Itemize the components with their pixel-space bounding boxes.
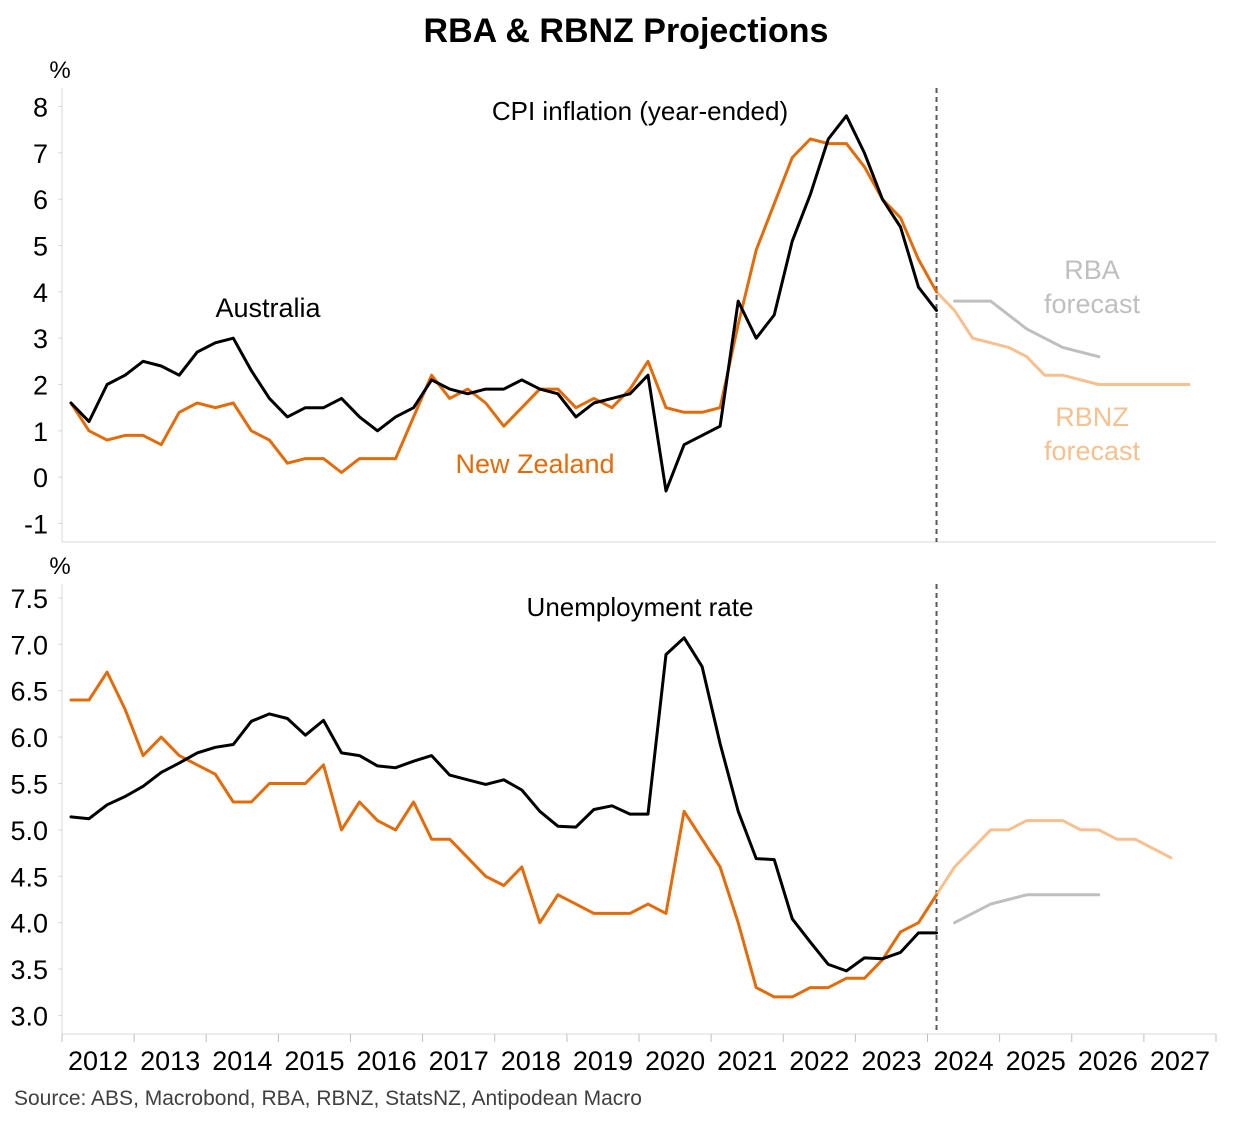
unemployment-panel: % 3.0 3.5 4.0 4.5 5.0 5.5 6.0 6.5 7.0 7.5 Unemplo… bbox=[10, 553, 1173, 1034]
chart-title: RBA & RBNZ Projections bbox=[424, 12, 829, 50]
unemployment-y-tick-label: 3.0 bbox=[10, 1001, 48, 1031]
cpi-rbnz-forecast-line bbox=[935, 290, 1191, 386]
unemployment-y-tick-label: 7.5 bbox=[10, 584, 48, 614]
cpi-panel: % -1 0 1 2 3 4 5 6 7 8 CPI inflation (year-ended)… bbox=[24, 57, 1216, 543]
x-tick-label: 2027 bbox=[1150, 1046, 1210, 1076]
unemployment-rba-forecast-line bbox=[953, 893, 1101, 925]
x-tick-label: 2022 bbox=[789, 1046, 849, 1076]
cpi-y-tick-label: 1 bbox=[33, 417, 48, 447]
cpi-australia-label: Australia bbox=[215, 293, 321, 323]
x-tick-label: 2021 bbox=[717, 1046, 777, 1076]
x-tick-label: 2020 bbox=[645, 1046, 705, 1076]
x-tick-label: 2017 bbox=[429, 1046, 489, 1076]
cpi-rba-forecast-label-line2: forecast bbox=[1044, 289, 1141, 319]
cpi-y-tick-label: 3 bbox=[33, 324, 48, 354]
cpi-y-tick-label: 5 bbox=[33, 232, 48, 262]
unemployment-y-tick-label: 5.0 bbox=[10, 816, 48, 846]
unemployment-rbnz-forecast-line bbox=[935, 819, 1173, 897]
unemployment-y-tick-label: 3.5 bbox=[10, 955, 48, 985]
x-tick-label: 2014 bbox=[212, 1046, 272, 1076]
x-tick-label: 2023 bbox=[861, 1046, 921, 1076]
unemployment-y-tick-label: 4.5 bbox=[10, 862, 48, 892]
x-tick-label: 2013 bbox=[140, 1046, 200, 1076]
cpi-y-tick-label: 4 bbox=[33, 278, 48, 308]
unemployment-series-group bbox=[69, 636, 1173, 999]
cpi-rba-forecast-line bbox=[953, 299, 1101, 359]
cpi-panel-title: CPI inflation (year-ended) bbox=[492, 96, 788, 126]
cpi-rba-forecast-label-line1: RBA bbox=[1064, 255, 1120, 285]
cpi-y-tick-label: 8 bbox=[33, 93, 48, 123]
source-note: Source: ABS, Macrobond, RBA, RBNZ, Stats… bbox=[14, 1087, 642, 1110]
cpi-y-tick-label: 0 bbox=[33, 463, 48, 493]
cpi-series-group bbox=[69, 114, 1191, 493]
x-tick-label: 2012 bbox=[68, 1046, 128, 1076]
cpi-australia-line bbox=[69, 114, 938, 493]
x-tick-label: 2018 bbox=[501, 1046, 561, 1076]
cpi-new-zealand-label: New Zealand bbox=[455, 449, 614, 479]
cpi-rbnz-forecast-label-line1: RBNZ bbox=[1055, 402, 1129, 432]
x-axis: 2012 2013 2014 2015 2016 2017 2018 2019 2020 2021… bbox=[61, 1033, 1217, 1076]
x-tick-label: 2025 bbox=[1006, 1046, 1066, 1076]
cpi-rbnz-forecast-label-line2: forecast bbox=[1044, 436, 1141, 466]
unemployment-unit-label: % bbox=[49, 553, 70, 580]
x-tick-label: 2019 bbox=[573, 1046, 633, 1076]
cpi-y-axis: -1 0 1 2 3 4 5 6 7 8 bbox=[24, 88, 1216, 543]
unemployment-y-tick-label: 4.0 bbox=[10, 909, 48, 939]
unemployment-y-tick-label: 6.5 bbox=[10, 677, 48, 707]
cpi-y-tick-label: -1 bbox=[24, 509, 48, 539]
unemployment-y-tick-label: 6.0 bbox=[10, 723, 48, 753]
unemployment-y-tick-label: 7.0 bbox=[10, 630, 48, 660]
x-tick-label: 2016 bbox=[357, 1046, 417, 1076]
x-tick-label: 2015 bbox=[284, 1046, 344, 1076]
cpi-y-tick-label: 7 bbox=[33, 139, 48, 169]
x-tick-label: 2024 bbox=[934, 1046, 994, 1076]
cpi-new-zealand-line bbox=[69, 137, 938, 474]
unemployment-panel-title: Unemployment rate bbox=[527, 592, 754, 622]
unemployment-new-zealand-line bbox=[69, 670, 938, 999]
x-tick-label: 2026 bbox=[1078, 1046, 1138, 1076]
unemployment-y-tick-label: 5.5 bbox=[10, 769, 48, 799]
cpi-y-tick-label: 6 bbox=[33, 185, 48, 215]
unemployment-y-axis: 3.0 3.5 4.0 4.5 5.0 5.5 6.0 6.5 7.0 7.5 bbox=[10, 584, 938, 1034]
cpi-unit-label: % bbox=[49, 57, 70, 84]
cpi-y-tick-label: 2 bbox=[33, 370, 48, 400]
unemployment-australia-line bbox=[69, 636, 938, 973]
